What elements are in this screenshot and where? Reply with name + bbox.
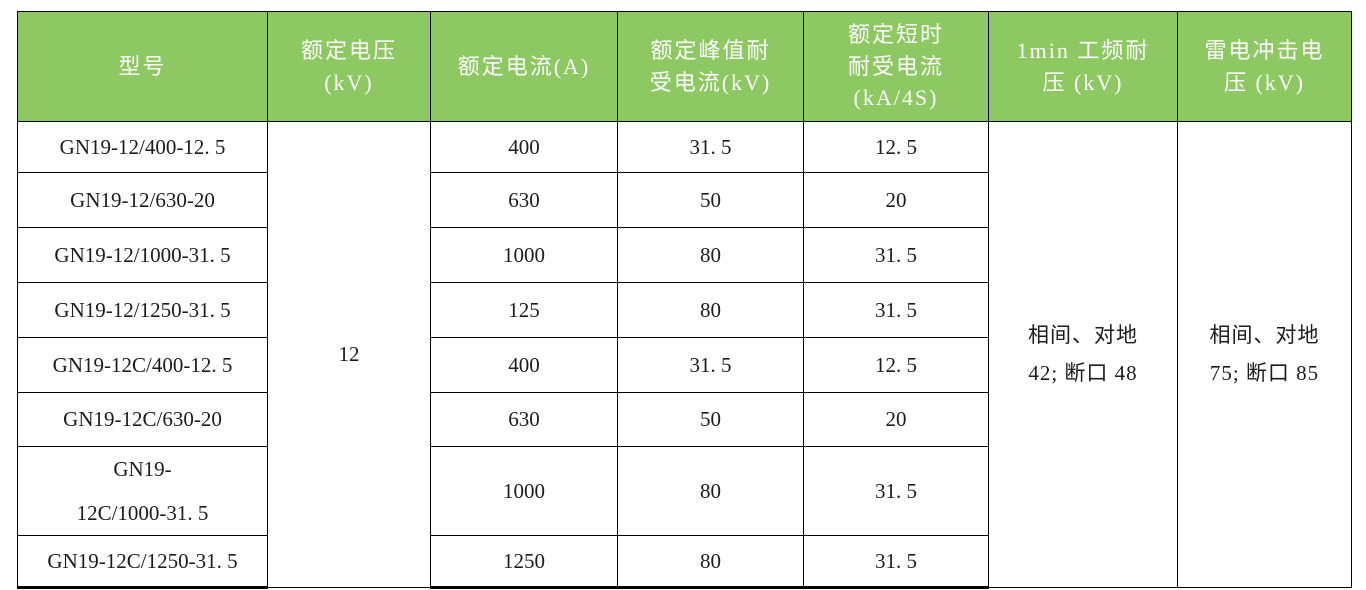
cell-model: GN19-12C/630-20	[17, 392, 268, 447]
table-row: GN19-12/630-20 630 50 20	[17, 172, 1352, 228]
cell-short-time: 20	[803, 172, 989, 228]
table-row: GN19-12/400-12. 5 12 400 31. 5 12. 5 相间、…	[17, 120, 1352, 589]
column-header-rated-current: 额定电流(A)	[430, 11, 618, 122]
table-row: GN19-12/1250-31. 5 125 80 31. 5	[17, 282, 1352, 338]
cell-model: GN19- 12C/1000-31. 5	[17, 445, 268, 537]
cell-peak: 80	[617, 535, 804, 590]
cell-short-time: 12. 5	[803, 337, 989, 393]
column-header-peak-withstand: 额定峰值耐 受电流(kV)	[617, 11, 804, 122]
cell-lightning-merged: 相间、对地 75; 断口 85	[1177, 120, 1352, 589]
cell-short-time: 31. 5	[803, 227, 989, 283]
cell-peak: 80	[617, 282, 804, 338]
header-row: 型号 额定电压 (kV) 额定电流(A) 额定峰值耐 受电流(kV) 额定短时 …	[17, 11, 1352, 122]
cell-rated-current: 630	[430, 172, 618, 228]
cell-rated-current: 400	[430, 337, 618, 393]
cell-model: GN19-12/630-20	[17, 172, 268, 228]
cell-short-time: 31. 5	[803, 445, 989, 537]
cell-peak: 50	[617, 172, 804, 228]
cell-model: GN19-12/400-12. 5	[17, 121, 268, 173]
cell-peak: 50	[617, 392, 804, 447]
cell-short-time: 31. 5	[803, 535, 989, 590]
cell-rated-current: 1250	[430, 535, 618, 590]
column-header-model: 型号	[17, 11, 268, 122]
cell-rated-current: 125	[430, 282, 618, 338]
cell-peak: 31. 5	[617, 121, 804, 173]
table-row: GN19- 12C/1000-31. 5 1000 80 31. 5	[17, 445, 1352, 537]
column-header-short-time: 额定短时 耐受电流 (kA/4S)	[803, 11, 989, 122]
cell-power-frequency-merged: 相间、对地 42; 断口 48	[988, 120, 1178, 589]
column-header-rated-voltage: 额定电压 (kV)	[267, 11, 431, 122]
cell-peak: 31. 5	[617, 337, 804, 393]
cell-rated-voltage-merged: 12	[267, 120, 431, 589]
cell-short-time: 12. 5	[803, 121, 989, 173]
cell-rated-current: 400	[430, 121, 618, 173]
cell-rated-current: 1000	[430, 227, 618, 283]
table-row: GN19-12C/1250-31. 5 1250 80 31. 5	[17, 535, 1352, 590]
column-header-lightning: 雷电冲击电 压 (kV)	[1177, 11, 1352, 122]
cell-peak: 80	[617, 445, 804, 537]
cell-model: GN19-12/1000-31. 5	[17, 227, 268, 283]
cell-model: GN19-12C/400-12. 5	[17, 337, 268, 393]
spec-table-container: 型号 额定电压 (kV) 额定电流(A) 额定峰值耐 受电流(kV) 额定短时 …	[17, 11, 1352, 590]
cell-model: GN19-12C/1250-31. 5	[17, 535, 268, 590]
spec-table: 型号 额定电压 (kV) 额定电流(A) 额定峰值耐 受电流(kV) 额定短时 …	[17, 11, 1352, 590]
column-header-power-frequency: 1min 工频耐 压 (kV)	[988, 11, 1178, 122]
table-row: GN19-12C/630-20 630 50 20	[17, 392, 1352, 447]
cell-model: GN19-12/1250-31. 5	[17, 282, 268, 338]
table-row: GN19-12C/400-12. 5 400 31. 5 12. 5	[17, 337, 1352, 393]
cell-short-time: 20	[803, 392, 989, 447]
cell-rated-current: 1000	[430, 445, 618, 537]
table-row: GN19-12/1000-31. 5 1000 80 31. 5	[17, 227, 1352, 283]
cell-short-time: 31. 5	[803, 282, 989, 338]
cell-rated-current: 630	[430, 392, 618, 447]
cell-peak: 80	[617, 227, 804, 283]
